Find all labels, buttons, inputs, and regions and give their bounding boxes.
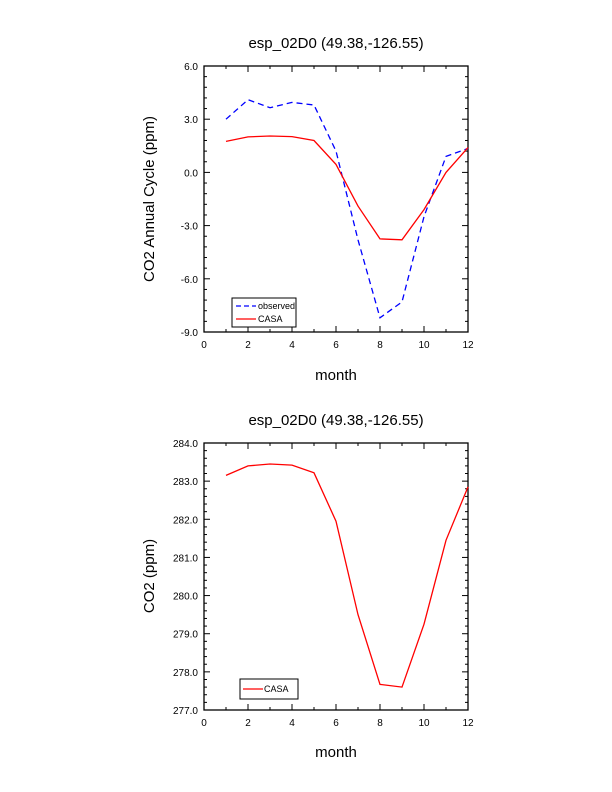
y-tick-label: 0.0: [184, 168, 198, 179]
legend-label-casa: CASA: [258, 314, 283, 324]
x-tick-label: 10: [418, 718, 430, 729]
y-axis-label: CO2 (ppm): [141, 539, 158, 613]
series-line-casa: [225, 463, 469, 688]
y-tick-label: 281.0: [173, 553, 198, 564]
y-tick-label: -6.0: [181, 275, 199, 286]
x-tick-label: 6: [333, 718, 339, 729]
legend-box: [239, 678, 299, 700]
series-layer: [225, 98, 469, 319]
legend-label-observed: observed: [258, 301, 295, 311]
chart-panel-annual-cycle: esp_02D0 (49.38,-126.55) CO2 Annual Cycl…: [141, 35, 474, 384]
y-tick-label: 283.0: [173, 477, 198, 488]
y-tick-label: 280.0: [173, 592, 198, 603]
y-tick-label: 6.0: [184, 62, 198, 73]
axis-ticks: 0 2 4 6 8 10 12 -9.0 -6.0 -3.0 0.0 3.0 6.0: [181, 62, 474, 351]
x-axis-label: month: [315, 744, 357, 761]
legend: CASA: [239, 678, 299, 700]
chart-title: esp_02D0 (49.38,-126.55): [248, 412, 423, 429]
series-layer: [225, 463, 469, 688]
x-tick-label: 2: [245, 718, 251, 729]
plot-frame: [203, 65, 469, 333]
y-tick-label: 282.0: [173, 515, 198, 526]
x-tick-label: 4: [289, 340, 295, 351]
y-tick-label: -3.0: [181, 222, 199, 233]
legend: observed CASA: [231, 297, 297, 328]
y-axis-label: CO2 Annual Cycle (ppm): [141, 116, 158, 282]
chart-panel-co2: esp_02D0 (49.38,-126.55) CO2 (ppm) month…: [141, 412, 474, 761]
x-tick-label: 8: [377, 340, 383, 351]
y-tick-label: 3.0: [184, 115, 198, 126]
y-tick-label: 277.0: [173, 706, 198, 717]
series-line-observed: [225, 98, 469, 319]
y-tick-label: -9.0: [181, 328, 199, 339]
chart-title: esp_02D0 (49.38,-126.55): [248, 35, 423, 52]
series-line-casa: [225, 135, 469, 241]
y-tick-label: 278.0: [173, 668, 198, 679]
legend-label-casa: CASA: [264, 684, 289, 694]
x-tick-label: 0: [201, 718, 207, 729]
x-tick-label: 12: [462, 718, 474, 729]
x-tick-label: 0: [201, 340, 207, 351]
y-tick-label: 284.0: [173, 439, 198, 450]
x-tick-label: 6: [333, 340, 339, 351]
x-tick-label: 4: [289, 718, 295, 729]
plot-frame: [203, 442, 469, 711]
y-tick-label: 279.0: [173, 630, 198, 641]
x-tick-label: 2: [245, 340, 251, 351]
x-tick-label: 8: [377, 718, 383, 729]
x-tick-label: 12: [462, 340, 474, 351]
x-tick-label: 10: [418, 340, 430, 351]
legend-box: [231, 297, 297, 328]
axis-ticks: 0 2 4 6 8 10 12 277.0 278.0 279.0 280.0 281.0 282.0 2…: [173, 439, 474, 729]
x-axis-label: month: [315, 367, 357, 384]
